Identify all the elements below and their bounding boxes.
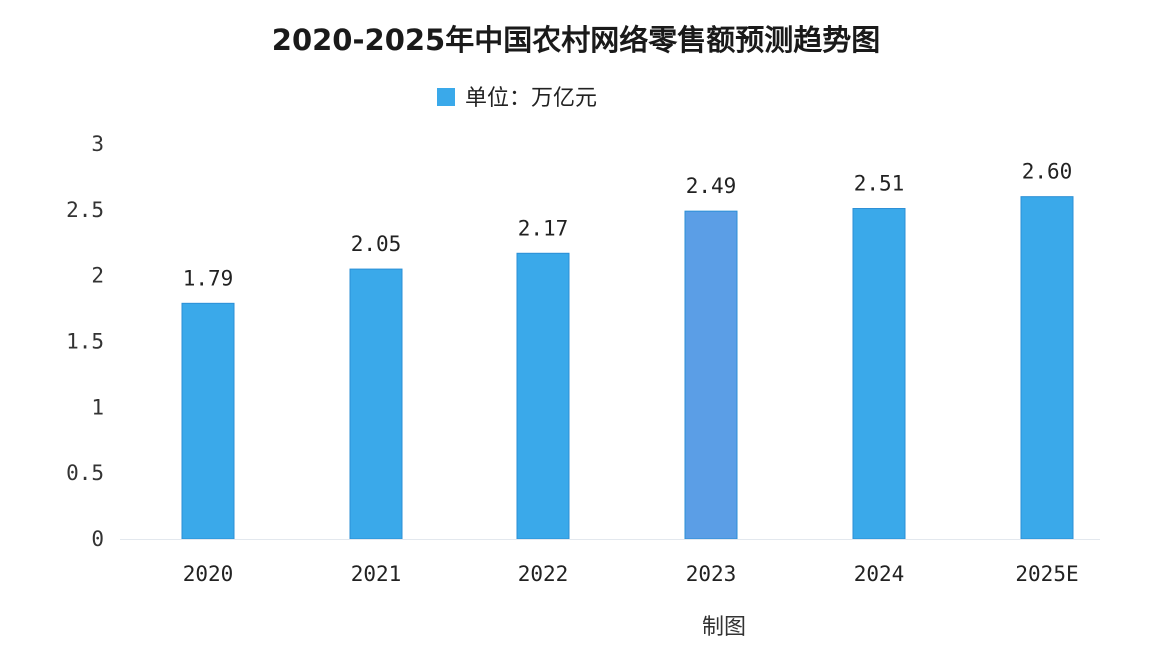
bar-2021 xyxy=(349,268,403,540)
data-labels: 1.79 2.05 2.17 2.49 2.51 2.60 xyxy=(183,160,1073,291)
data-label-2024: 2.51 xyxy=(854,172,905,196)
footer-label: 制图 xyxy=(702,615,746,640)
x-tick-label: 2025E xyxy=(1015,562,1078,586)
y-axis: 0 0.5 1 1.5 2 2.5 3 xyxy=(66,132,104,551)
data-label-2020: 1.79 xyxy=(183,266,234,290)
bar-series xyxy=(181,196,1074,540)
x-tick-label: 2024 xyxy=(854,562,905,586)
bar-2020 xyxy=(181,302,235,540)
data-label-2025E: 2.60 xyxy=(1022,160,1073,184)
bar-2025E xyxy=(1020,196,1074,540)
y-tick-label: 1 xyxy=(91,395,104,419)
y-tick-label: 2.5 xyxy=(66,198,104,222)
y-tick-label: 0 xyxy=(91,527,104,551)
y-tick-label: 3 xyxy=(91,132,104,156)
x-tick-label: 2023 xyxy=(686,562,737,586)
x-tick-label: 2021 xyxy=(351,562,402,586)
bar-2023 xyxy=(684,210,738,540)
y-tick-label: 2 xyxy=(91,264,104,288)
y-tick-label: 0.5 xyxy=(66,461,104,485)
data-label-2023: 2.49 xyxy=(686,174,737,198)
x-tick-label: 2020 xyxy=(183,562,234,586)
x-tick-label: 2022 xyxy=(518,562,569,586)
data-label-2021: 2.05 xyxy=(351,232,402,256)
bar-2024 xyxy=(852,208,906,540)
data-label-2022: 2.17 xyxy=(518,216,569,240)
legend-swatch xyxy=(437,88,455,106)
legend-label: 单位：万亿元 xyxy=(465,86,597,111)
x-axis: 2020 2021 2022 2023 2024 2025E xyxy=(120,539,1100,586)
y-tick-label: 1.5 xyxy=(66,330,104,354)
legend: 单位：万亿元 xyxy=(437,86,597,111)
bar-2022 xyxy=(516,252,570,540)
chart-title: 2020-2025年中国农村网络零售额预测趋势图 xyxy=(272,23,880,57)
